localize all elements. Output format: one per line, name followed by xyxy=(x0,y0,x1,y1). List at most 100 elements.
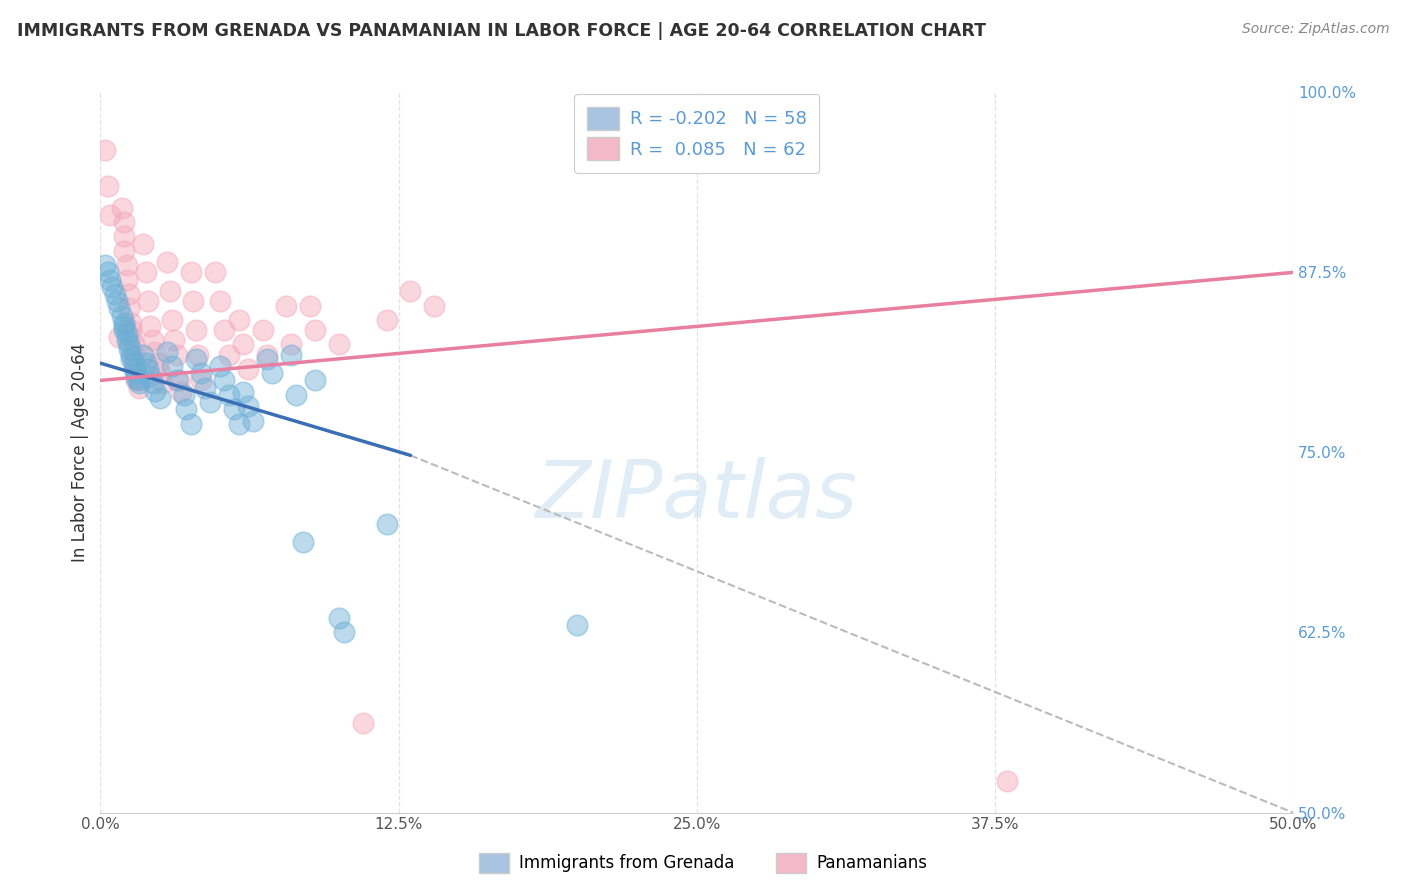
Point xyxy=(214,323,236,337)
Point xyxy=(184,351,207,366)
Point xyxy=(218,388,240,402)
Point xyxy=(120,323,142,337)
Point xyxy=(292,534,315,549)
Point xyxy=(125,366,148,380)
Point xyxy=(328,611,350,625)
Point xyxy=(118,301,141,316)
Point xyxy=(228,313,250,327)
Point xyxy=(198,395,221,409)
Point xyxy=(232,337,254,351)
Point xyxy=(139,318,162,333)
Point xyxy=(183,294,205,309)
Point xyxy=(139,369,162,384)
Point xyxy=(142,376,165,391)
Point xyxy=(128,376,150,391)
Point xyxy=(328,337,350,351)
Point xyxy=(304,323,326,337)
Point xyxy=(146,356,169,370)
Point xyxy=(125,370,148,384)
Point xyxy=(120,316,142,330)
Point xyxy=(184,323,207,337)
Text: ZIPatlas: ZIPatlas xyxy=(536,457,858,534)
Point xyxy=(118,342,141,356)
Text: IMMIGRANTS FROM GRENADA VS PANAMANIAN IN LABOR FORCE | AGE 20-64 CORRELATION CHA: IMMIGRANTS FROM GRENADA VS PANAMANIAN IN… xyxy=(17,22,986,40)
Point xyxy=(232,384,254,399)
Point xyxy=(136,362,159,376)
Point xyxy=(136,294,159,309)
Y-axis label: In Labor Force | Age 20-64: In Labor Force | Age 20-64 xyxy=(72,343,89,562)
Text: Source: ZipAtlas.com: Source: ZipAtlas.com xyxy=(1241,22,1389,37)
Point xyxy=(112,215,135,229)
Point xyxy=(567,618,589,632)
Point xyxy=(299,299,322,313)
Legend: R = -0.202   N = 58, R =  0.085   N = 62: R = -0.202 N = 58, R = 0.085 N = 62 xyxy=(574,95,820,173)
Point xyxy=(101,280,124,294)
Point xyxy=(96,265,118,279)
Point xyxy=(115,327,138,342)
Point xyxy=(120,330,142,344)
Point xyxy=(995,773,1018,788)
Point xyxy=(122,351,145,366)
Point xyxy=(118,337,141,351)
Point xyxy=(112,316,135,330)
Point xyxy=(105,294,128,309)
Point xyxy=(112,244,135,258)
Point xyxy=(399,284,422,298)
Point xyxy=(125,366,148,380)
Point xyxy=(115,333,138,347)
Point xyxy=(242,414,264,428)
Point xyxy=(208,294,231,309)
Point xyxy=(304,373,326,387)
Point xyxy=(98,272,121,286)
Point xyxy=(128,373,150,387)
Point xyxy=(143,344,166,359)
Point xyxy=(166,347,188,361)
Point xyxy=(170,384,193,399)
Point xyxy=(128,381,150,395)
Point xyxy=(112,323,135,337)
Point xyxy=(122,362,145,376)
Point xyxy=(284,388,307,402)
Legend: Immigrants from Grenada, Panamanians: Immigrants from Grenada, Panamanians xyxy=(472,847,934,880)
Point xyxy=(111,309,134,323)
Point xyxy=(149,366,172,380)
Point xyxy=(125,373,148,387)
Point xyxy=(108,301,131,316)
Point xyxy=(125,359,148,373)
Point xyxy=(142,333,165,347)
Point xyxy=(262,366,284,380)
Point xyxy=(122,344,145,359)
Point xyxy=(135,265,157,279)
Point xyxy=(190,373,212,387)
Point xyxy=(228,417,250,431)
Point xyxy=(108,330,131,344)
Point xyxy=(187,347,209,361)
Point xyxy=(111,201,134,215)
Point xyxy=(375,517,398,532)
Point xyxy=(238,362,260,376)
Point xyxy=(163,333,186,347)
Point xyxy=(94,258,117,272)
Point xyxy=(208,359,231,373)
Point xyxy=(280,347,302,361)
Point xyxy=(104,287,127,301)
Point xyxy=(252,323,274,337)
Point xyxy=(115,258,138,272)
Point xyxy=(149,391,172,405)
Point xyxy=(132,236,155,251)
Point xyxy=(194,381,217,395)
Point xyxy=(276,299,298,313)
Point xyxy=(190,366,212,380)
Point xyxy=(167,373,190,387)
Point xyxy=(238,400,260,414)
Point xyxy=(112,229,135,244)
Point xyxy=(256,347,278,361)
Point xyxy=(222,402,245,417)
Point xyxy=(204,265,226,279)
Point xyxy=(180,265,202,279)
Point xyxy=(112,318,135,333)
Point xyxy=(173,388,195,402)
Point xyxy=(94,143,117,157)
Point xyxy=(156,344,179,359)
Point xyxy=(98,208,121,222)
